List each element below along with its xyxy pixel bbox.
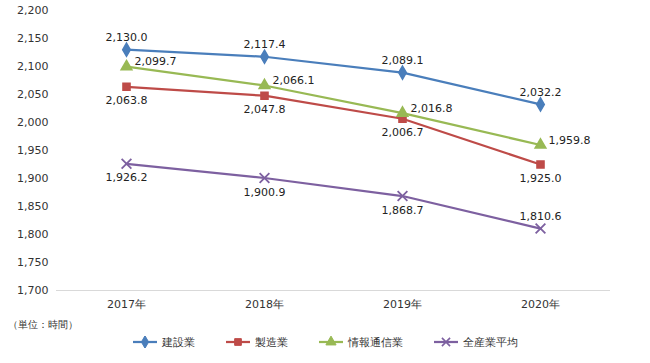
svg-text:1,959.8: 1,959.8 <box>549 134 591 147</box>
svg-text:2,200: 2,200 <box>17 4 49 17</box>
html-text:全産業平均: 全産業平均 <box>463 335 518 349</box>
svg-text:2,047.8: 2,047.8 <box>244 103 286 116</box>
svg-text:2,000: 2,000 <box>17 116 49 129</box>
html-text:製造業: 製造業 <box>255 335 288 349</box>
svg-text:1,810.6: 1,810.6 <box>520 210 562 223</box>
svg-text:1,700: 1,700 <box>17 284 49 297</box>
svg-text:2,066.1: 2,066.1 <box>273 74 315 87</box>
svg-text:2,006.7: 2,006.7 <box>382 126 424 139</box>
svg-text:2020年: 2020年 <box>521 298 560 311</box>
svg-text:2,089.1: 2,089.1 <box>382 54 424 67</box>
svg-text:2,063.8: 2,063.8 <box>106 94 148 107</box>
svg-text:1,850: 1,850 <box>17 200 49 213</box>
svg-text:2,117.4: 2,117.4 <box>244 38 286 51</box>
svg-text:2,130.0: 2,130.0 <box>106 31 148 44</box>
svg-text:1,925.0: 1,925.0 <box>520 172 562 185</box>
svg-text:1,950: 1,950 <box>17 144 49 157</box>
svg-text:2,016.8: 2,016.8 <box>411 102 453 115</box>
svg-text:1,926.2: 1,926.2 <box>106 171 148 184</box>
svg-text:2,050: 2,050 <box>17 88 49 101</box>
svg-text:1,900: 1,900 <box>17 172 49 185</box>
svg-text:2018年: 2018年 <box>245 298 284 311</box>
svg-text:2,099.7: 2,099.7 <box>135 55 177 68</box>
svg-text:2,032.2: 2,032.2 <box>520 86 562 99</box>
html-text:（単位：時間）: （単位：時間） <box>8 319 78 330</box>
svg-text:1,750: 1,750 <box>17 256 49 269</box>
svg-text:1,900.9: 1,900.9 <box>244 186 286 199</box>
svg-text:2017年: 2017年 <box>107 298 146 311</box>
svg-text:1,800: 1,800 <box>17 228 49 241</box>
html-text:情報通信業: 情報通信業 <box>348 335 403 349</box>
svg-text:2,150: 2,150 <box>17 32 49 45</box>
svg-text:2,100: 2,100 <box>17 60 49 73</box>
svg-text:1,868.7: 1,868.7 <box>382 204 424 217</box>
svg-text:2019年: 2019年 <box>383 298 422 311</box>
html-text:建設業: 建設業 <box>162 335 195 349</box>
